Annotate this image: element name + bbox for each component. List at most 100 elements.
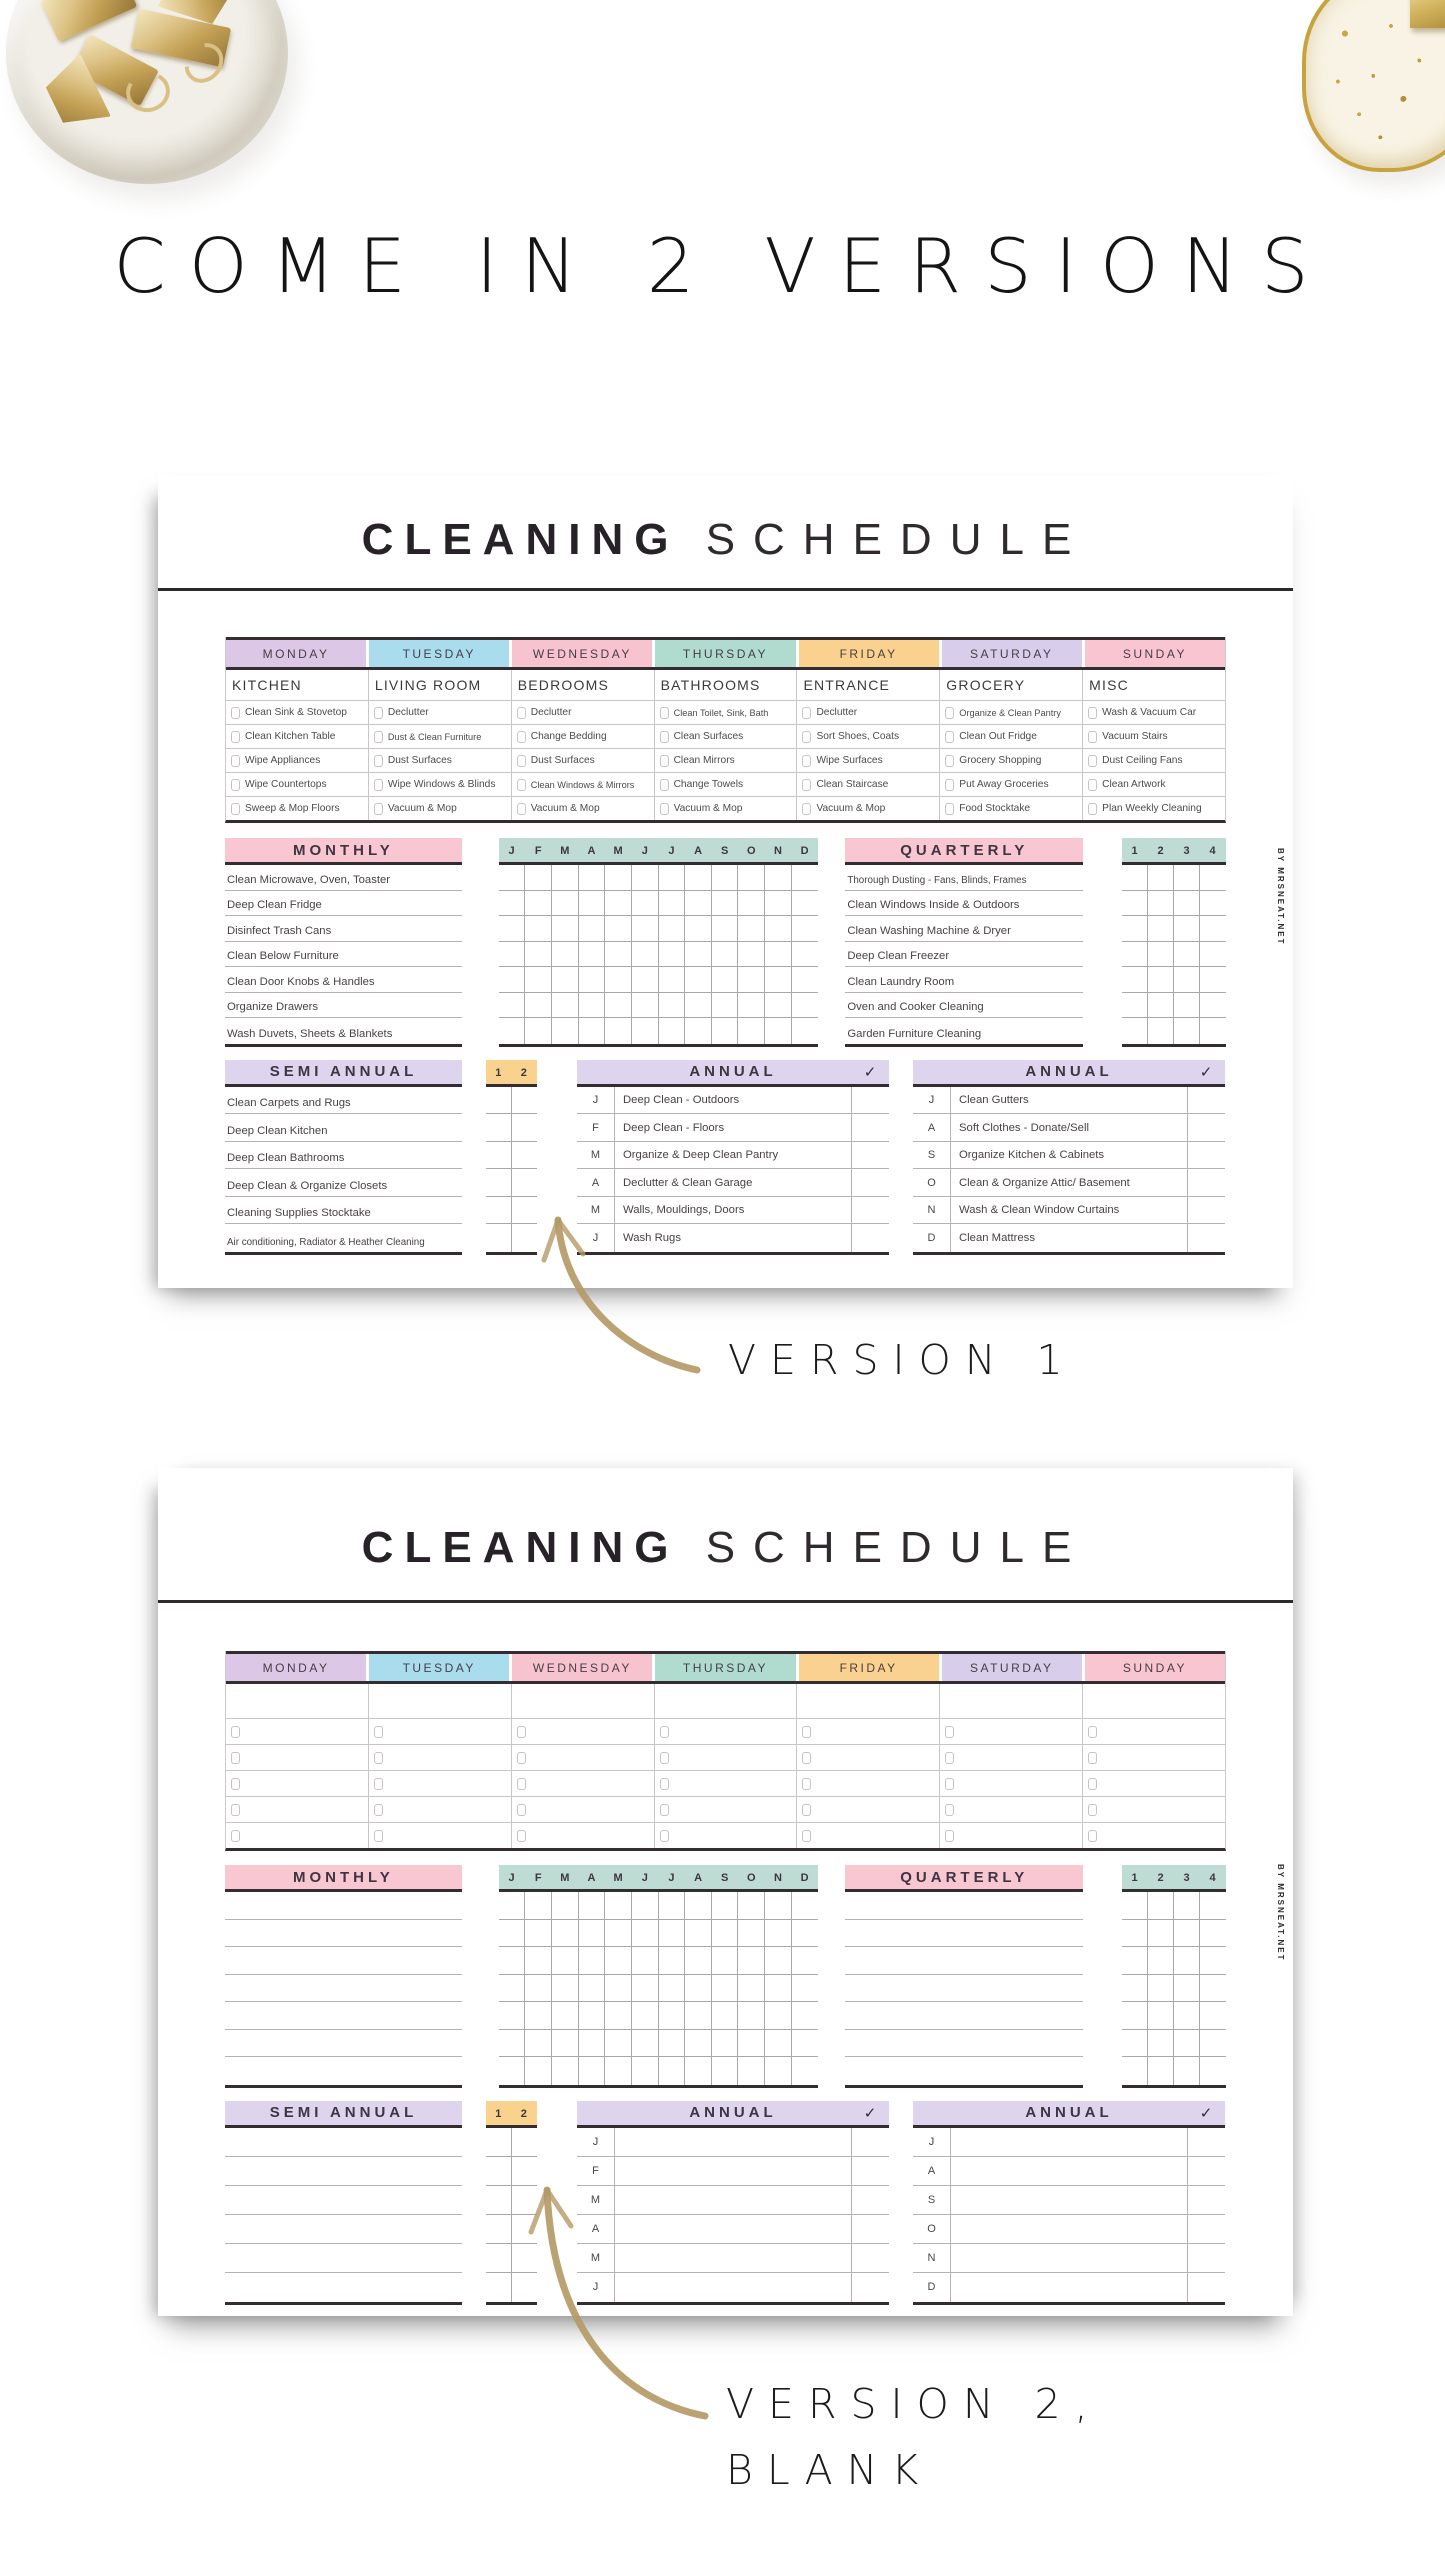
task-checkbox <box>659 730 669 743</box>
annual-right-check-cell <box>1187 2185 1225 2214</box>
month-grid-cell <box>791 1947 819 1975</box>
quarter-grid-cell <box>1174 1974 1201 2003</box>
month-grid-cell <box>578 916 606 942</box>
month-grid-cell <box>738 890 766 917</box>
semi-annual-grid-body <box>486 1086 537 1255</box>
clip-wire <box>95 0 153 5</box>
semi-annual-item: Air conditioning, Radiator & Heather Cle… <box>227 1236 425 1248</box>
month-grid-body <box>498 1892 819 2088</box>
quarterly-item: Clean Windows Inside & Outdoors <box>845 891 1084 917</box>
month-letter: J <box>913 1086 951 1114</box>
month-grid-cell <box>552 890 579 917</box>
month-grid-cell <box>658 967 686 993</box>
quarter-grid-cell <box>1122 1947 1149 1975</box>
month-grid-label: N <box>773 845 783 858</box>
weekly-task-cell <box>511 1770 655 1797</box>
month-grid-cell <box>498 941 526 968</box>
annual-right-check-cell <box>1187 2214 1225 2243</box>
document-title-light: SCHEDULE <box>705 1523 1090 1572</box>
weekly-task-cell: Vacuum & Mop <box>654 796 798 821</box>
monthly-quarterly-row: MONTHLY Clean Microwave, Oven, Toaster Dee… <box>225 838 1226 1047</box>
day-header-cell: FRIDAY <box>798 1654 942 1682</box>
quarter-grid-cell <box>1200 967 1226 993</box>
month-grid-cell <box>498 992 526 1019</box>
annual-right-row: N <box>913 2243 1225 2273</box>
gold-arrow-2-icon <box>528 2186 709 2420</box>
quarter-grid-cell <box>1148 916 1175 942</box>
month-grid-cell <box>632 2057 659 2085</box>
month-grid-cell <box>765 1018 792 1044</box>
task-checkbox <box>516 1751 526 1764</box>
weekly-task-cell <box>654 1718 798 1745</box>
weekly-task-cell <box>797 1796 941 1823</box>
task-checkbox <box>373 778 383 791</box>
annual-left-task: Organize & Deep Clean Pantry <box>623 1149 779 1162</box>
room-label-row: KITCHEN LIVING ROOM BEDROOMS BATHROOMS ENTRA… <box>226 670 1225 701</box>
version1-caption: VERSION 1 <box>728 1336 1077 1384</box>
annual-right-header: ANNUAL ✓ <box>913 1059 1225 1087</box>
quarter-grid-cell <box>1148 865 1175 891</box>
month-grid-cell <box>738 2029 766 2058</box>
quarter-grid-cell <box>1174 2029 1201 2058</box>
weekly-task-cell <box>226 1822 369 1849</box>
month-grid-cell <box>685 1974 712 2003</box>
task-label: Clean Staircase <box>816 779 889 791</box>
month-grid-cell <box>605 2002 632 2030</box>
month-grid-cell <box>791 942 819 968</box>
gold-binder-clip <box>157 0 238 36</box>
weekly-task-cell: Organize & Clean Pantry <box>940 700 1084 725</box>
quarter-grid-cell <box>1200 993 1226 1019</box>
month-grid-cell <box>499 1018 526 1044</box>
task-label: Food Stocktake <box>959 803 1031 815</box>
month-letter: O <box>913 1169 951 1196</box>
monthly-item <box>225 2057 462 2085</box>
weekly-task-cell <box>940 1770 1084 1797</box>
month-grid-cell <box>552 2002 579 2030</box>
weekly-task-row: Sweep & Mop Floors Vacuum & Mop Vacuum & M… <box>226 796 1226 821</box>
quarter-grid-cell <box>1148 1947 1175 1975</box>
quarter-grid-cell <box>1200 916 1226 942</box>
quarter-grid-label: 3 <box>1183 1872 1191 1885</box>
weekly-task-cell: Clean Kitchen Table <box>226 724 369 749</box>
month-grid-cell <box>525 1947 552 1975</box>
semi-annual-grid-label: 1 <box>495 2107 503 2120</box>
task-checkbox <box>373 730 383 743</box>
weekly-task-cell: Vacuum & Mop <box>797 796 941 821</box>
month-grid-cell <box>658 1974 686 2003</box>
month-grid-cell <box>659 1018 686 1044</box>
day-header-cell: TUESDAY <box>369 1654 513 1682</box>
weekly-task-row: Wipe Appliances Dust Surfaces Dust Surface… <box>226 748 1226 773</box>
weekly-task-cell: Vacuum & Mop <box>511 796 655 821</box>
semi-annual-grid-cell <box>511 1087 537 1115</box>
monthly-item <box>225 1975 462 2003</box>
month-grid-cell <box>552 1974 579 2003</box>
annual-left-header: ANNUAL ✓ <box>577 2100 889 2128</box>
semi-annual-grid-cell <box>511 2244 537 2273</box>
task-checkbox <box>373 1803 383 1816</box>
month-letter: J <box>913 2127 951 2156</box>
semi-annual-grid-cell <box>486 1196 512 1225</box>
weekly-day-header-row: MONDAY TUESDAY WEDNESDAY THURSDAY FRIDAY SATU… <box>226 637 1225 671</box>
annual-right-row: D Clean Mattress <box>913 1224 1225 1252</box>
month-grid-cell <box>791 2030 819 2058</box>
task-checkbox <box>516 802 526 815</box>
task-checkbox <box>516 778 526 791</box>
checkmark-icon: ✓ <box>863 1063 877 1081</box>
month-letter: M <box>577 2243 615 2272</box>
weekly-task-cell: Clean Artwork <box>1083 772 1226 796</box>
annual-left-check-cell <box>851 2272 889 2302</box>
weekly-task-cell <box>940 1796 1084 1823</box>
gold-trinket-dish-photo <box>1302 0 1445 172</box>
quarter-grid-label: 1 <box>1131 1872 1139 1885</box>
room-label-cell: MISC <box>1089 677 1129 694</box>
weekly-task-cell <box>654 1744 798 1771</box>
semi-annual-grid-cell <box>511 2157 537 2186</box>
month-grid-cell <box>685 941 712 968</box>
task-checkbox <box>231 778 240 791</box>
month-grid-cell <box>605 916 632 942</box>
month-grid-cell <box>711 967 739 993</box>
month-grid-cell <box>631 916 659 942</box>
weekly-task-cell <box>226 1744 369 1771</box>
month-grid-cell <box>658 1892 686 1920</box>
